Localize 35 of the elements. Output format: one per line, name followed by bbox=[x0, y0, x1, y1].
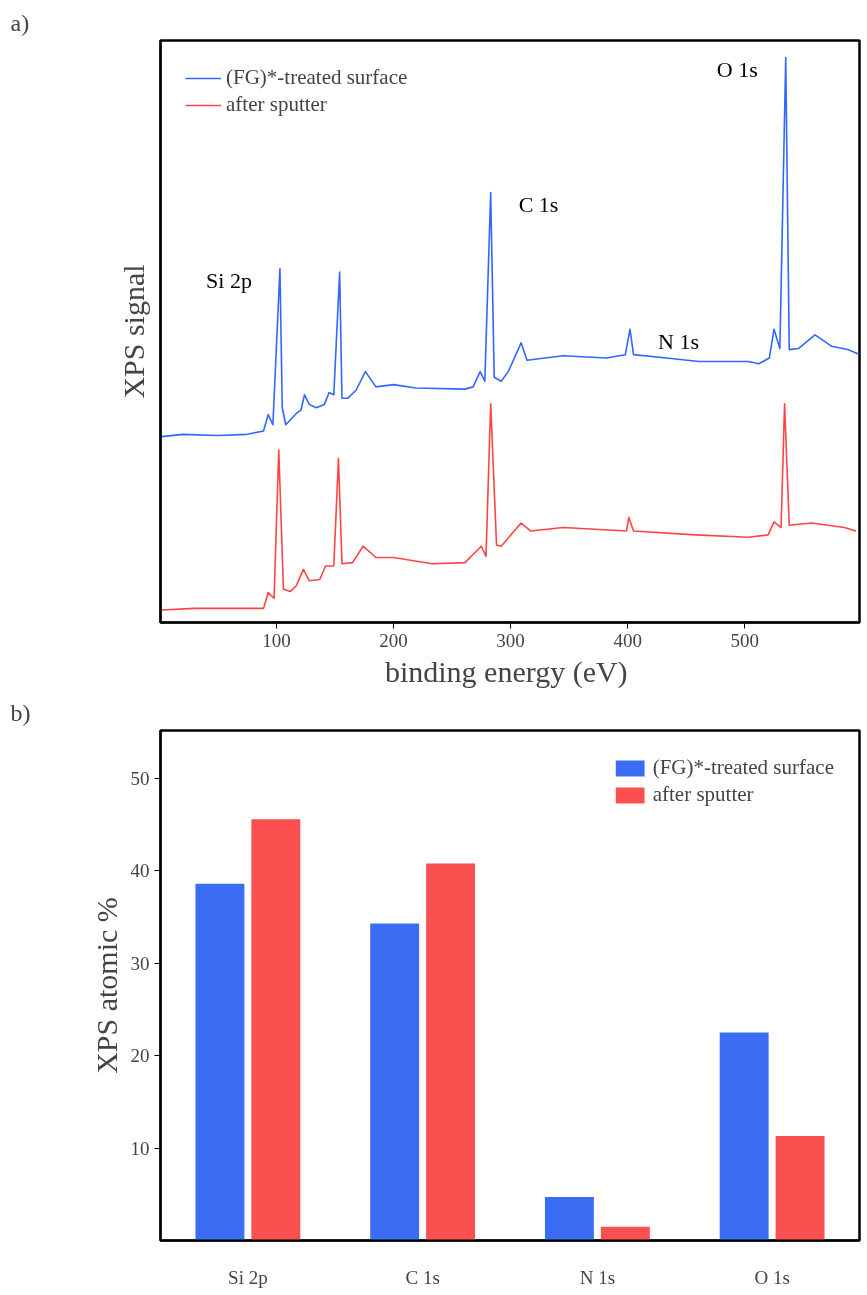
y-tick-label: 10 bbox=[130, 1137, 150, 1159]
annotation: C 1s bbox=[518, 192, 559, 217]
y-axis-title: XPS atomic % bbox=[89, 897, 123, 1074]
bar bbox=[600, 1226, 650, 1241]
annotation: Si 2p bbox=[206, 268, 252, 294]
annotation: N 1s bbox=[658, 328, 699, 354]
x-tick-label: O 1s bbox=[754, 1266, 790, 1288]
y-tick-label: 20 bbox=[130, 1045, 150, 1067]
x-tick-label: C 1s bbox=[405, 1266, 440, 1288]
x-tick-label: N 1s bbox=[579, 1266, 616, 1288]
y-axis-title: XPS signal bbox=[116, 264, 150, 399]
x-tick-label: 100 bbox=[262, 629, 291, 651]
x-tick-label: 500 bbox=[730, 629, 760, 651]
bar bbox=[195, 883, 245, 1241]
x-axis-title: binding energy (eV) bbox=[384, 654, 628, 689]
bar bbox=[370, 923, 420, 1241]
annotation: O 1s bbox=[716, 56, 758, 82]
y-tick-label: 40 bbox=[130, 860, 150, 882]
x-tick-label: Si 2p bbox=[228, 1266, 268, 1288]
bar bbox=[251, 819, 301, 1241]
legend-label: (FG)*-treated surface bbox=[226, 65, 408, 90]
legend-label: (FG)*-treated surface bbox=[652, 755, 834, 780]
bar bbox=[719, 1032, 769, 1241]
chart-title: a) bbox=[10, 9, 30, 36]
legend-label: after sputter bbox=[226, 92, 327, 117]
x-tick-label: 200 bbox=[379, 629, 408, 651]
bar bbox=[775, 1136, 825, 1241]
x-tick-label: 300 bbox=[496, 629, 525, 651]
bar bbox=[544, 1197, 594, 1241]
x-tick-label: 400 bbox=[613, 629, 642, 651]
bar bbox=[426, 863, 476, 1241]
y-tick-label: 30 bbox=[130, 952, 150, 974]
y-tick-label: 50 bbox=[130, 768, 150, 790]
chart-title: b) bbox=[10, 699, 31, 726]
legend-label: after sputter bbox=[652, 782, 754, 807]
